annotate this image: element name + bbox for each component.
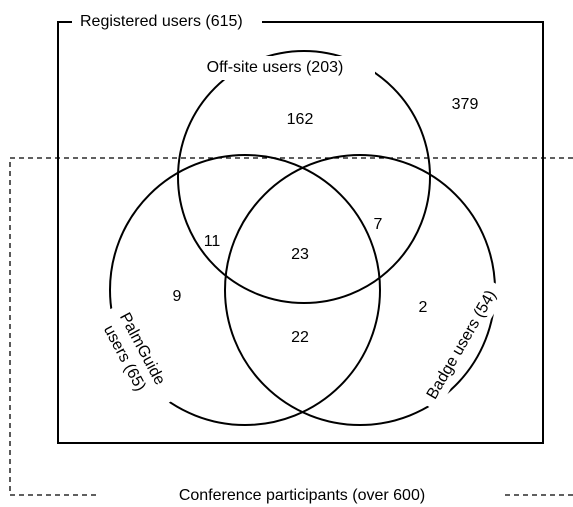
region-count: 22 <box>291 329 309 346</box>
region-count: 379 <box>452 96 479 113</box>
region-count: 7 <box>374 216 383 233</box>
label-backdrop <box>175 56 375 80</box>
region-count: 2 <box>419 299 428 316</box>
palmguide-label-group: PalmGuide users (65) <box>91 299 181 417</box>
label-backdrop <box>91 299 181 417</box>
region-count: 9 <box>173 288 182 305</box>
region-count: 162 <box>287 111 314 128</box>
label-backdrop <box>416 278 508 412</box>
offsite-circle <box>177 50 431 304</box>
registered-boundary <box>57 21 544 444</box>
badge-label: Badge users (54) <box>424 287 500 402</box>
registered-label: Registered users (615) <box>80 13 243 30</box>
palmguide-circle <box>109 154 381 426</box>
conference-label: Conference participants (over 600) <box>179 487 425 504</box>
region-count: 11 <box>204 233 221 250</box>
offsite-label: Off-site users (203) <box>207 59 344 76</box>
badge-label-group: Badge users (54) <box>416 278 508 412</box>
conference-boundary <box>9 157 573 496</box>
region-count: 23 <box>291 246 309 263</box>
